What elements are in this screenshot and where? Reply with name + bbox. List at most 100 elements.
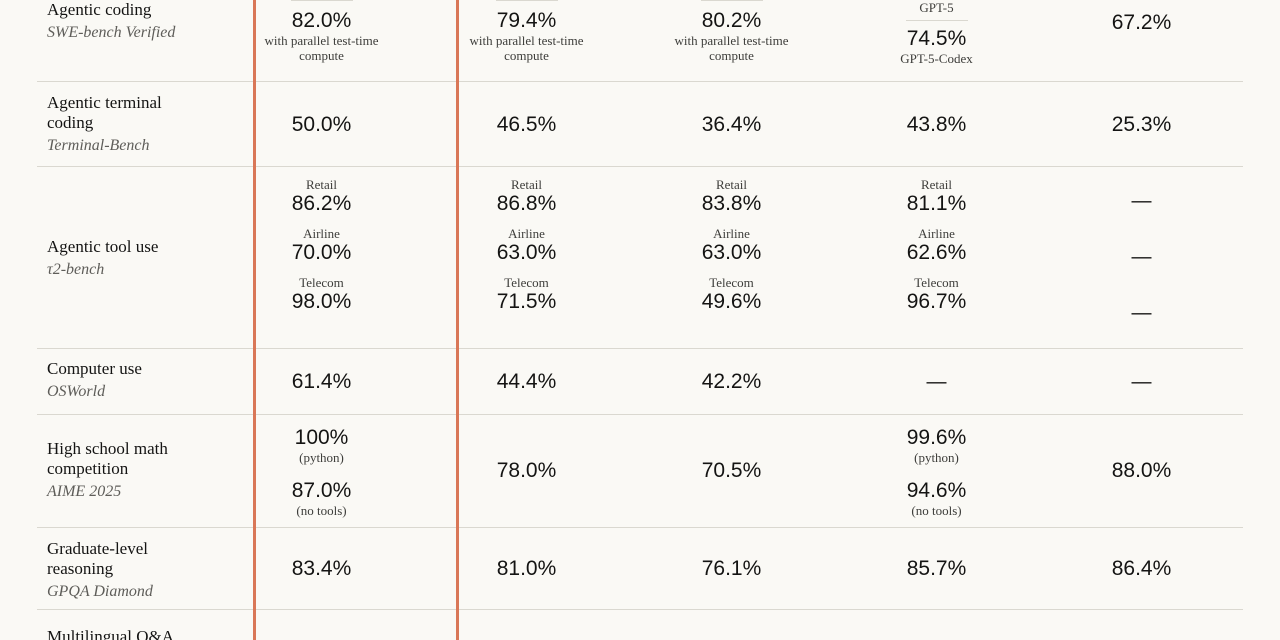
score-value: 78.0% — [496, 459, 557, 482]
score-value: 63.0% — [496, 241, 557, 264]
score-label-top: GPT-5 — [919, 0, 954, 15]
row-label: Multilingual Q&A — [47, 627, 197, 640]
no-score-dash: — — [1131, 302, 1152, 324]
domain-label: Retail — [715, 177, 748, 192]
domain-label: Airline — [918, 226, 955, 241]
table-row-aime-2025: High school math competition AIME 2025 1… — [37, 415, 1243, 528]
cell-col-2: 81.0% — [424, 557, 629, 581]
score-value: 70.0% — [291, 241, 352, 264]
cell-col-4: GPT-5 74.5% GPT-5-Codex — [834, 0, 1039, 66]
row-label: Agentic terminal coding Terminal-Bench — [47, 93, 187, 156]
score-value: 86.4% — [1111, 557, 1172, 580]
score-value: 42.2% — [701, 370, 762, 393]
row-benchmark: OSWorld — [47, 383, 106, 400]
score-value: 83.8% — [701, 192, 762, 215]
cell-col-5: 25.3% — [1039, 113, 1244, 137]
cell-col-1: Retail 86.2% Airline 70.0% Telecom 98.0% — [219, 177, 424, 314]
score-label-bottom: GPT-5-Codex — [900, 51, 973, 66]
score-value: 63.0% — [701, 241, 762, 264]
score-value: 96.7% — [906, 290, 967, 313]
row-name: Agentic terminal coding — [47, 93, 162, 132]
score-note: with parallel test-time compute — [469, 33, 584, 63]
no-score-dash: — — [1131, 371, 1152, 393]
cell-col-4: 43.8% — [834, 113, 1039, 137]
row-label: Computer use OSWorld — [47, 359, 197, 402]
no-score-dash: — — [926, 371, 947, 393]
domain-label: Telecom — [709, 275, 754, 290]
domain-label: Telecom — [504, 275, 549, 290]
score-value: 74.5% — [906, 27, 967, 50]
row-name: Computer use — [47, 359, 142, 378]
score-value: 67.2% — [1111, 11, 1172, 34]
cell-col-3: 80.2% with parallel test-time compute — [629, 0, 834, 63]
cell-col-4: Retail 81.1% Airline 62.6% Telecom 96.7% — [834, 177, 1039, 314]
no-score-dash: — — [1131, 246, 1152, 268]
row-benchmark: GPQA Diamond — [47, 583, 153, 600]
cell-col-3: 76.1% — [629, 557, 834, 581]
cell-col-5: 88.0% — [1039, 459, 1244, 483]
cell-col-3: 42.2% — [629, 370, 834, 394]
score-value: 85.7% — [906, 557, 967, 580]
cell-col-2: Retail 86.8% Airline 63.0% Telecom 71.5% — [424, 177, 629, 314]
score-value: 36.4% — [701, 113, 762, 136]
divider — [290, 0, 353, 1]
row-label: Agentic coding SWE-bench Verified — [47, 0, 197, 43]
cell-col-2: 46.5% — [424, 113, 629, 137]
divider — [700, 0, 763, 1]
cell-col-3: 36.4% — [629, 113, 834, 137]
score-value: 43.8% — [906, 113, 967, 136]
score-value: 88.0% — [1111, 459, 1172, 482]
score-value: 82.0% — [291, 9, 352, 32]
domain-label: Retail — [305, 177, 338, 192]
score-value: 71.5% — [496, 290, 557, 313]
cell-col-1: 100% (python) 87.0% (no tools) — [219, 426, 424, 518]
score-value: 86.2% — [291, 192, 352, 215]
cell-col-1: 50.0% — [219, 113, 424, 137]
score-value: 98.0% — [291, 290, 352, 313]
cell-col-2: 78.0% — [424, 459, 629, 483]
score-value: 80.2% — [701, 9, 762, 32]
cell-col-1: 83.4% — [219, 557, 424, 581]
score-value: 70.5% — [701, 459, 762, 482]
score-note: (no tools) — [296, 503, 347, 518]
cell-col-4: 85.7% — [834, 557, 1039, 581]
score-note: (python) — [914, 450, 959, 465]
score-note: (no tools) — [911, 503, 962, 518]
table-row-swe-bench: Agentic coding SWE-bench Verified 82.0% … — [37, 0, 1243, 82]
score-value: 86.8% — [496, 192, 557, 215]
cell-col-5: 86.4% — [1039, 557, 1244, 581]
row-label: High school math competition AIME 2025 — [47, 439, 197, 502]
score-value: 99.6% — [906, 426, 967, 449]
row-label: Graduate-level reasoning GPQA Diamond — [47, 539, 177, 602]
domain-label: Airline — [303, 226, 340, 241]
cell-col-1: 61.4% — [219, 370, 424, 394]
domain-label: Retail — [510, 177, 543, 192]
score-value: 44.4% — [496, 370, 557, 393]
score-value: 25.3% — [1111, 113, 1172, 136]
row-name: Agentic coding — [47, 0, 152, 19]
cell-col-3: 70.5% — [629, 459, 834, 483]
table-row-multilingual-qa: Multilingual Q&A — [37, 610, 1243, 640]
cell-col-5: — — — — [1039, 189, 1244, 325]
cell-col-3: Retail 83.8% Airline 63.0% Telecom 49.6% — [629, 177, 834, 314]
score-value: 76.1% — [701, 557, 762, 580]
row-name: High school math competition — [47, 439, 168, 478]
score-note: (python) — [299, 450, 344, 465]
row-benchmark: τ2-bench — [47, 261, 105, 278]
score-value: 81.1% — [906, 192, 967, 215]
cell-col-2: 44.4% — [424, 370, 629, 394]
score-value: 100% — [294, 426, 349, 449]
no-score-dash: — — [1131, 190, 1152, 212]
cell-col-1: 82.0% with parallel test-time compute — [219, 0, 424, 63]
row-label: Agentic tool use τ2-bench — [47, 237, 197, 280]
score-note: with parallel test-time compute — [264, 33, 379, 63]
score-value: 49.6% — [701, 290, 762, 313]
score-note: with parallel test-time compute — [674, 33, 789, 63]
cell-col-4: 99.6% (python) 94.6% (no tools) — [834, 426, 1039, 518]
divider — [905, 20, 968, 21]
domain-label: Telecom — [914, 275, 959, 290]
score-value: 94.6% — [906, 479, 967, 502]
table-row-tau2-bench: Agentic tool use τ2-bench Retail 86.2% A… — [37, 167, 1243, 349]
cell-col-5: 67.2% — [1039, 11, 1244, 35]
table-row-osworld: Computer use OSWorld 61.4% 44.4% 42.2% —… — [37, 349, 1243, 415]
